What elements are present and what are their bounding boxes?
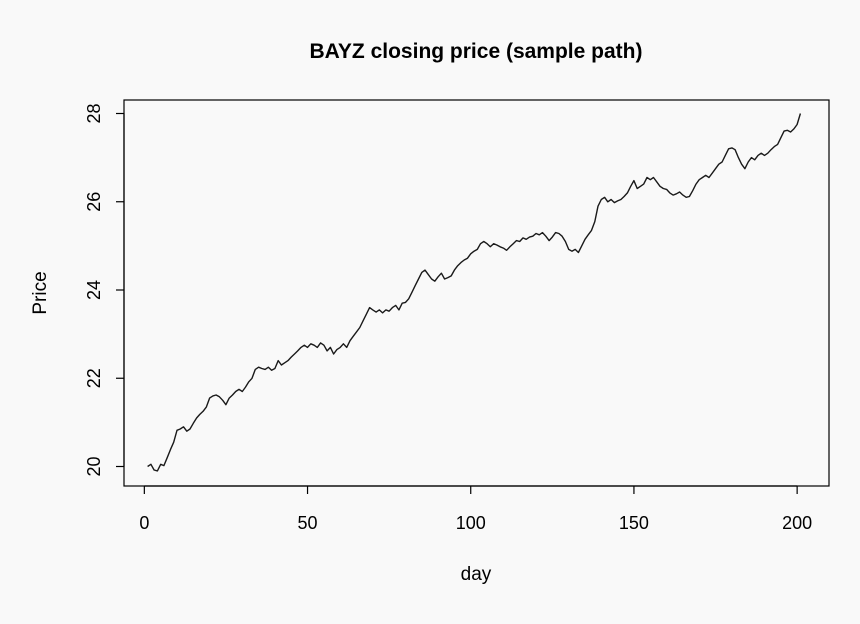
series-layer xyxy=(147,113,802,472)
x-tick-label: 200 xyxy=(782,513,812,533)
chart-title: BAYZ closing price (sample path) xyxy=(310,40,643,63)
price-line xyxy=(147,113,802,472)
y-axis: 20 22 24 26 28 xyxy=(84,103,125,477)
x-tick-label: 150 xyxy=(619,513,649,533)
x-axis: 0 50 100 150 200 xyxy=(139,485,812,533)
y-tick-label: 26 xyxy=(84,192,104,212)
y-tick-label: 24 xyxy=(84,280,104,300)
y-tick-label: 22 xyxy=(84,368,104,388)
y-tick-label: 20 xyxy=(84,456,104,476)
x-tick-label: 50 xyxy=(298,513,318,533)
x-axis-label: day xyxy=(461,564,492,585)
x-tick-label: 100 xyxy=(456,513,486,533)
x-tick-label: 0 xyxy=(139,513,149,533)
plot-frame xyxy=(123,99,830,487)
y-tick-label: 28 xyxy=(84,103,104,123)
y-axis-label: Price xyxy=(30,271,51,314)
